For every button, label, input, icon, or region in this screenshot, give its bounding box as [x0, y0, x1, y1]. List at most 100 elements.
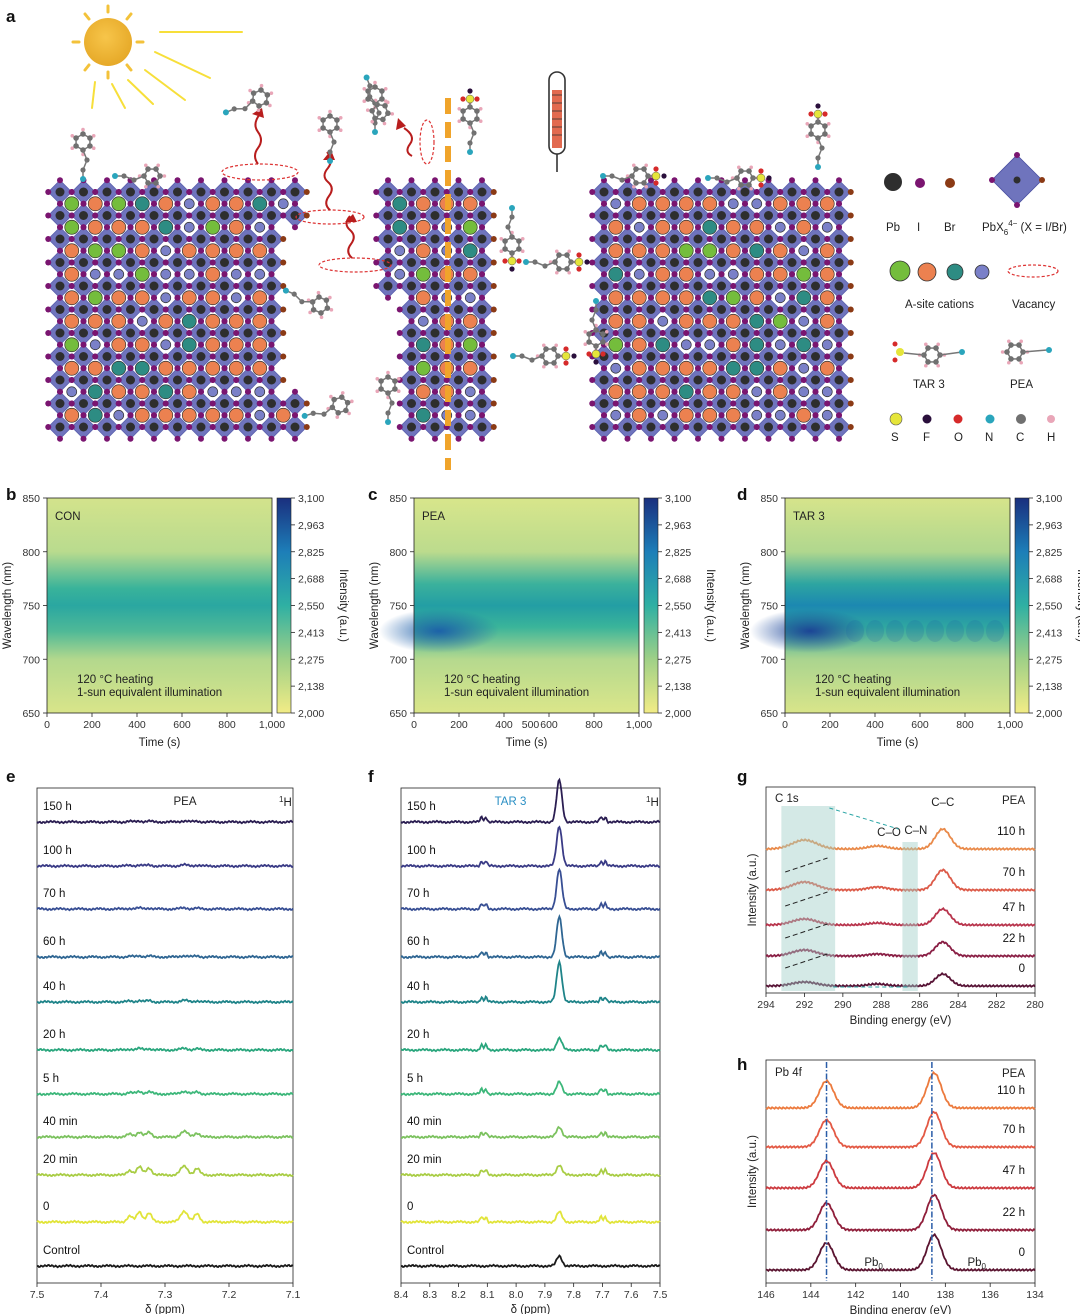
y-tick-label: 800: [389, 547, 407, 559]
halide-atom: [151, 200, 157, 207]
nmr-trace-label: 70 h: [407, 888, 429, 900]
halide-atom: [730, 353, 737, 360]
halide-atom: [467, 330, 474, 336]
x-tick-label: 600: [540, 719, 558, 731]
halide-atom: [812, 247, 819, 254]
a-site-cation: [608, 243, 624, 259]
halide-atom: [765, 365, 772, 372]
halide-atom: [420, 306, 427, 313]
colorbar-tick-label: 2,000: [1036, 708, 1062, 720]
halide-atom: [303, 189, 310, 195]
x-tick-label: 7.5: [653, 1289, 668, 1301]
halide-atom: [455, 365, 462, 372]
halide-atom: [612, 306, 619, 313]
halide-atom: [396, 306, 403, 313]
nmr-trace: [400, 958, 661, 1005]
n-atom: [815, 164, 821, 170]
pb-atom: [811, 281, 820, 291]
a-site-cation: [631, 407, 647, 423]
a-site-cation: [678, 243, 694, 259]
halide-atom: [385, 177, 391, 184]
pb-atom: [454, 211, 463, 220]
nmr-trace: [36, 1046, 294, 1053]
nmr-trace: [36, 1263, 294, 1269]
halide-atom: [730, 377, 737, 383]
colorbar-tick-label: 2,963: [665, 520, 691, 532]
xps-trace: [765, 906, 1036, 927]
colorbar-tick-label: 2,138: [298, 681, 324, 693]
halide-atom: [730, 283, 737, 289]
halide-atom: [420, 236, 427, 242]
pb-atom: [599, 305, 609, 314]
a-site-cation: [228, 313, 244, 329]
colorbar: [1014, 497, 1030, 714]
pb-atom: [126, 305, 135, 314]
h-atom: [396, 377, 401, 381]
halide-atom: [198, 247, 204, 254]
a-site-cation: [230, 292, 242, 304]
a-site-cation: [111, 290, 127, 306]
c-atom: [87, 143, 93, 149]
halide-atom: [824, 353, 831, 360]
y-tick-label: 700: [22, 654, 40, 666]
pb-atom: [477, 399, 487, 408]
a-site-cation: [725, 243, 741, 259]
y-tick-label: 650: [389, 708, 407, 720]
halide-atom: [695, 388, 701, 395]
a-site-cation: [66, 386, 78, 398]
a-site-cation: [134, 196, 150, 212]
halide-atom: [742, 177, 748, 184]
halide-atom: [420, 212, 427, 219]
halide-atom: [92, 377, 99, 383]
x-tick-label: 7.8: [566, 1289, 581, 1301]
pb-atom: [717, 375, 726, 385]
colorbar-tick-label: 2,413: [665, 627, 691, 639]
panel-label-e: e: [6, 767, 15, 786]
a-site-cation: [796, 290, 812, 306]
colorbar-tick-label: 2,688: [665, 574, 691, 586]
c-atom: [551, 360, 557, 366]
colorbar-tick-label: 2,413: [298, 627, 324, 639]
colorbar: [276, 497, 292, 714]
h-atom: [385, 100, 390, 105]
halide-atom: [706, 424, 713, 430]
x-tick-label: 8.0: [509, 1289, 524, 1301]
halide-atom: [139, 330, 146, 336]
pb-atom: [599, 187, 609, 197]
c-atom: [256, 103, 262, 109]
a-site-cation: [205, 219, 221, 235]
halide-atom: [115, 377, 122, 383]
halide-atom: [648, 177, 654, 184]
halide-atom: [706, 212, 713, 219]
h-atom: [144, 163, 148, 168]
halide-atom: [836, 224, 842, 231]
pb-atom: [693, 258, 703, 267]
halide-atom: [151, 341, 157, 348]
halide-atom: [659, 353, 666, 360]
pb-atom: [693, 305, 703, 314]
halide-atom: [104, 200, 110, 207]
halide-atom: [671, 365, 678, 372]
halide-atom: [671, 177, 678, 184]
c-atom: [392, 378, 398, 384]
halide-atom: [396, 283, 403, 289]
a-site-cation: [415, 384, 431, 400]
c-atom: [474, 116, 480, 122]
a-site-cation: [87, 360, 103, 376]
halide-atom: [800, 353, 807, 360]
halide-atom: [45, 424, 52, 430]
halide-atom: [659, 283, 666, 289]
halide-atom: [268, 224, 275, 231]
halide-atom: [671, 435, 678, 442]
halide-atom: [777, 189, 784, 195]
colorbar-tick-label: 2,688: [298, 574, 324, 586]
a-site-cation: [205, 337, 221, 353]
halide-atom: [695, 318, 701, 325]
pb-atom: [102, 399, 112, 408]
pb-atom: [454, 422, 463, 432]
pb-atom: [79, 234, 88, 244]
a-site-cation: [207, 386, 219, 398]
pb-atom: [693, 328, 703, 338]
perovskite-lattice-left: [45, 177, 310, 442]
